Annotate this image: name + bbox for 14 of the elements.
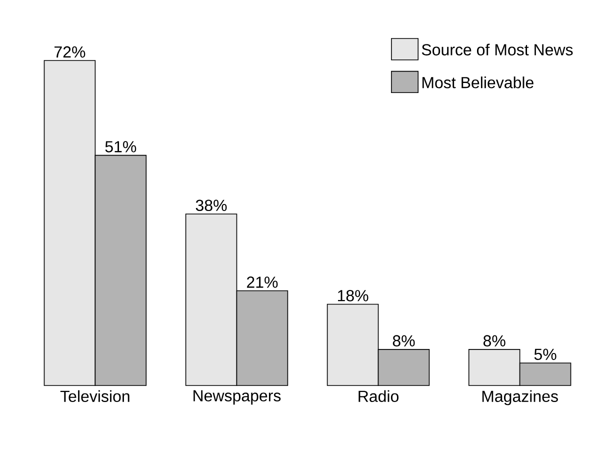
- data-label: 51%: [105, 141, 136, 152]
- data-label: 8%: [392, 335, 415, 346]
- data-label: 5%: [534, 348, 556, 360]
- data-label: 38%: [196, 200, 227, 211]
- legend-label: Most Believable: [422, 76, 534, 88]
- x-tick-label: Magazines: [482, 390, 558, 406]
- x-tick-label: Newspapers: [194, 390, 281, 404]
- data-label: 18%: [338, 290, 368, 302]
- data-label: 21%: [246, 276, 278, 288]
- x-tick-label: Radio: [358, 390, 398, 402]
- data-label: 8%: [483, 335, 506, 346]
- legend-label: Source of Most News: [422, 44, 573, 56]
- x-tick-label: Television: [60, 390, 130, 402]
- data-label: 72%: [54, 46, 86, 58]
